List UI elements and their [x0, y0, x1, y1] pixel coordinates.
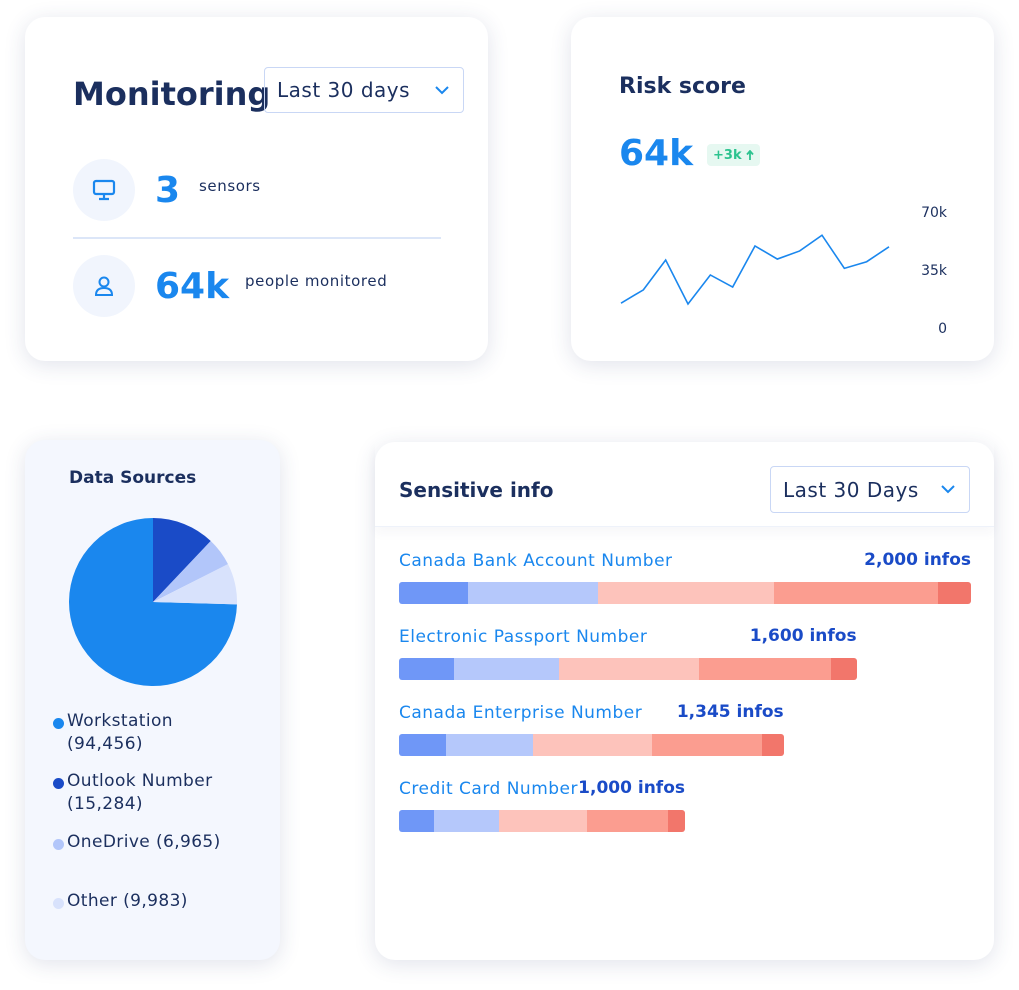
bar-segment [830, 658, 857, 680]
bar-row: Canada Enterprise Number 1,345 infos [399, 702, 784, 756]
chevron-icon [435, 85, 449, 94]
legend-item: Other (9,983) [53, 890, 247, 913]
y-tick-label: 70k [921, 205, 948, 221]
card-title: Data Sources [69, 468, 197, 488]
legend-item: Outlook Number (15,284) [53, 770, 247, 816]
bar-segment [399, 658, 455, 680]
up-arrow [745, 150, 754, 160]
period-dropdown[interactable]: Last 30 Days [770, 466, 970, 513]
person-icon [73, 255, 135, 317]
bar-segment [559, 658, 700, 680]
stat-label: sensors [199, 177, 261, 195]
stacked-bar [399, 810, 685, 832]
stat-value: 64k [155, 266, 230, 307]
card-title: Monitoring [73, 75, 271, 113]
bar-row-header: Canada Bank Account Number 2,000 infos [399, 550, 971, 572]
dropdown-text: Last 30 Days [783, 477, 919, 502]
card-title: Risk score [619, 74, 746, 99]
bar-row: Canada Bank Account Number 2,000 infos [399, 550, 971, 604]
legend-dot [53, 718, 64, 729]
bar-segment [938, 582, 971, 604]
change-text: +3k [713, 147, 742, 163]
bar-list: Canada Bank Account Number 2,000 infos Ele… [399, 550, 971, 854]
bar-label: Canada Bank Account Number [399, 551, 673, 571]
bar-label: Electronic Passport Number [399, 627, 648, 647]
bar-segment [445, 734, 534, 756]
card-title: Sensitive info [399, 478, 554, 502]
bar-segment [586, 810, 669, 832]
data-sources-card: Data Sources Workstation (94,456) Outlook… [25, 440, 280, 960]
legend-label: Workstation [67, 711, 173, 731]
bar-row: Electronic Passport Number 1,600 infos [399, 626, 857, 680]
bar-segment [597, 582, 774, 604]
bar-segment [773, 582, 939, 604]
bar-segment [668, 810, 685, 832]
bar-segment [399, 734, 446, 756]
legend-value: (15,284) [67, 794, 143, 814]
bar-segment [467, 582, 598, 604]
bar-row-header: Credit Card Number 1,000 infos [399, 778, 685, 800]
risk-chart: 0 35k 70k [620, 205, 948, 337]
bar-segment [652, 734, 763, 756]
bar-value: 1,345 infos [676, 702, 784, 722]
risk-card: Risk score 64k +3k 0 35k 70k [571, 17, 994, 361]
divider [73, 237, 441, 239]
stacked-bar [399, 658, 857, 680]
legend-item: OneDrive (6,965) [53, 831, 247, 854]
bar-segment [533, 734, 653, 756]
bar-segment [498, 810, 587, 832]
card-header [375, 442, 994, 527]
legend-label: OneDrive [67, 832, 151, 852]
bar-value: 2,000 infos [864, 550, 971, 570]
sensor-icon [73, 159, 135, 221]
legend-item: Workstation (94,456) [53, 710, 247, 756]
bar-value: 1,000 infos [578, 778, 685, 798]
stacked-bar [399, 582, 971, 604]
legend-dot [53, 839, 64, 850]
bar-segment [454, 658, 560, 680]
legend-label: Other [67, 891, 118, 911]
bar-segment [434, 810, 499, 832]
bar-segment [399, 810, 435, 832]
pie-slice [153, 518, 211, 602]
pie-slice [153, 540, 228, 602]
stat-label: people monitored [245, 272, 388, 290]
y-tick-label: 35k [921, 263, 948, 279]
pie-slice [153, 564, 237, 605]
bar-segment [399, 582, 468, 604]
change-badge: +3k [707, 144, 760, 166]
risk-value: 64k [619, 133, 694, 174]
chevron-icon [941, 485, 955, 494]
stat-value: 3 [155, 170, 181, 211]
line-series [620, 234, 890, 306]
legend-value: (6,965) [155, 832, 221, 852]
bar-row: Credit Card Number 1,000 infos [399, 778, 685, 832]
pie-chart [69, 518, 237, 686]
legend-value: (94,456) [67, 734, 143, 754]
legend-value: (9,983) [123, 891, 188, 911]
bar-value: 1,600 infos [749, 626, 857, 646]
bar-label: Canada Enterprise Number [399, 703, 643, 723]
bar-segment [699, 658, 831, 680]
bar-row-header: Electronic Passport Number 1,600 infos [399, 626, 857, 648]
dropdown-text: Last 30 days [277, 78, 411, 102]
monitoring-card: Monitoring Last 30 days 3 sensors 64k pe… [25, 17, 488, 361]
bar-row-header: Canada Enterprise Number 1,345 infos [399, 702, 784, 724]
sensitive-card: Sensitive info Last 30 Days Canada Bank … [375, 442, 994, 960]
stacked-bar [399, 734, 784, 756]
legend-dot [53, 778, 64, 789]
period-dropdown[interactable]: Last 30 days [264, 67, 464, 113]
legend-label: Outlook Number [67, 771, 213, 791]
bar-segment [762, 734, 784, 756]
pie-slice [69, 518, 237, 686]
legend-dot [53, 898, 64, 909]
bar-label: Credit Card Number [399, 779, 578, 799]
y-tick-label: 0 [938, 321, 947, 337]
